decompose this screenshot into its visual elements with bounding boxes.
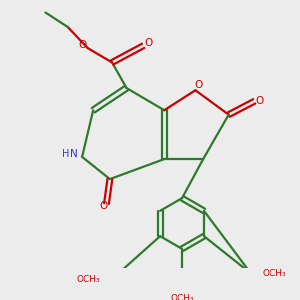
Text: H: H bbox=[62, 149, 70, 159]
Text: O: O bbox=[255, 96, 264, 106]
Text: N: N bbox=[70, 149, 78, 159]
Text: O: O bbox=[100, 201, 108, 211]
Text: OCH₃: OCH₃ bbox=[170, 294, 194, 300]
Text: OCH₃: OCH₃ bbox=[76, 274, 100, 284]
Text: O: O bbox=[194, 80, 202, 90]
Text: OCH₃: OCH₃ bbox=[263, 269, 286, 278]
Text: O: O bbox=[78, 40, 86, 50]
Text: O: O bbox=[144, 38, 153, 48]
